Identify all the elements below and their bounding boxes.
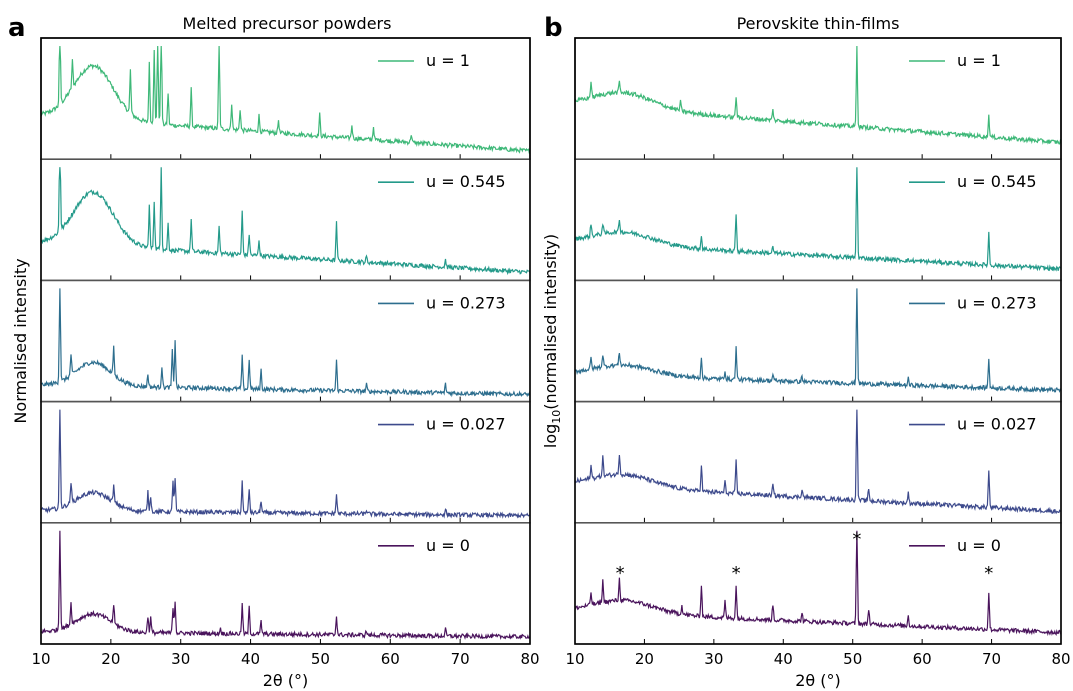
subpanel: u = 0.545 (40, 158, 531, 282)
subpanel: u = 0.273 (40, 279, 531, 403)
subpanel: u = 0.027 (574, 400, 1062, 524)
legend-entry: u = 1 (426, 51, 470, 70)
panel-title: Perovskite thin-films (737, 14, 900, 33)
panel-b: b Perovskite thin-films log10(normalised i… (541, 13, 1071, 690)
x-tick-label: 40 (241, 650, 260, 668)
series-line (40, 530, 531, 640)
series-line (574, 167, 1062, 272)
legend-entry: u = 0.273 (957, 293, 1037, 312)
series-line (40, 45, 531, 154)
series-line (574, 45, 1062, 145)
series-line (574, 409, 1062, 515)
x-tick-label: 20 (101, 650, 120, 668)
legend-entry: u = 0.545 (957, 172, 1037, 191)
legend-entry: u = 0 (426, 536, 470, 555)
subpanel: u = 0 (40, 522, 531, 645)
series-line (40, 409, 531, 519)
x-tick-label: 40 (774, 650, 793, 668)
x-tick-label: 10 (31, 650, 50, 668)
subpanel: u = 1 (40, 37, 531, 160)
peak-annotation: * (732, 563, 741, 584)
panel-frame (40, 37, 531, 645)
x-axis-label: 2θ (°) (263, 671, 309, 690)
series-line (40, 167, 531, 276)
legend-entry: u = 0 (957, 536, 1001, 555)
peak-annotation: * (616, 563, 625, 584)
panel-letter: a (8, 13, 26, 43)
peak-annotation: * (984, 563, 993, 584)
x-tick-label: 50 (311, 650, 330, 668)
legend-entry: u = 0.027 (957, 415, 1037, 434)
x-tick-label: 30 (171, 650, 190, 668)
x-tick-label: 80 (1051, 650, 1070, 668)
series-line (574, 530, 1062, 637)
x-tick-label: 20 (635, 650, 654, 668)
panel-letter: b (544, 13, 563, 43)
series-line (574, 288, 1061, 394)
x-tick-label: 30 (704, 650, 723, 668)
x-tick-label: 80 (520, 650, 539, 668)
peak-annotation: * (852, 529, 861, 550)
series-line (40, 288, 531, 398)
x-axis-label: 2θ (°) (795, 671, 841, 690)
legend-entry: u = 0.273 (426, 293, 506, 312)
subpanel: u = 0.545 (574, 158, 1062, 282)
y-axis-label: log10(normalised intensity) (541, 234, 563, 448)
panel-a: a Melted precursor powders Normalised inte… (8, 13, 540, 690)
y-axis-label: Normalised intensity (11, 258, 30, 423)
panel-title: Melted precursor powders (183, 14, 392, 33)
x-tick-label: 10 (565, 650, 584, 668)
x-tick-label: 70 (451, 650, 470, 668)
subpanel: u = 0.273 (574, 279, 1062, 403)
subpanel: u = 0.027 (40, 400, 531, 524)
panel-frame (574, 37, 1062, 645)
x-tick-label: 60 (381, 650, 400, 668)
legend-entry: u = 0.027 (426, 415, 506, 434)
x-tick-label: 70 (982, 650, 1001, 668)
x-tick-label: 50 (843, 650, 862, 668)
legend-entry: u = 0.545 (426, 172, 506, 191)
subpanel: u = 1 (574, 37, 1062, 160)
legend-entry: u = 1 (957, 51, 1001, 70)
x-tick-label: 60 (913, 650, 932, 668)
